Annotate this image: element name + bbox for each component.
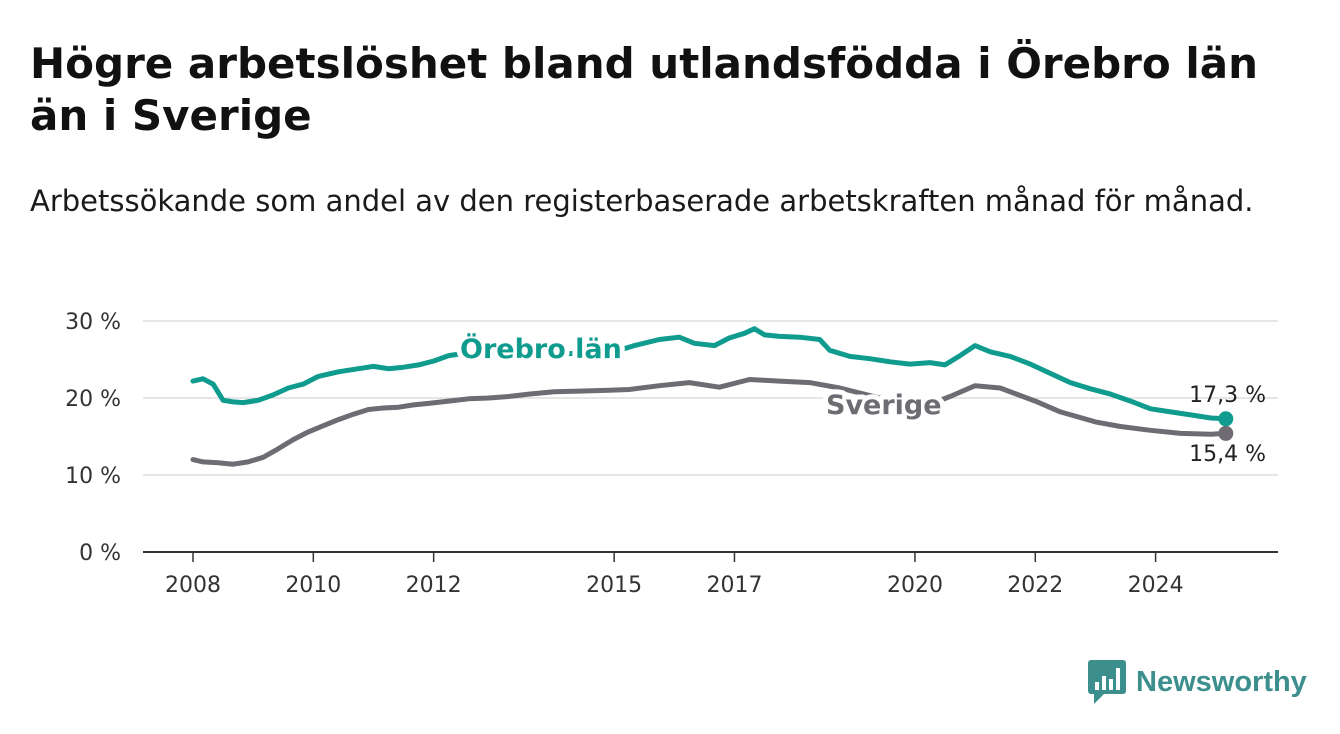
sverige-line bbox=[190, 377, 1229, 467]
x-tick-label: 2024 bbox=[1128, 573, 1184, 598]
bar-chart-logo-icon bbox=[1088, 660, 1126, 704]
y-tick-label: 30 % bbox=[65, 310, 121, 335]
x-tick-label: 2012 bbox=[406, 573, 462, 598]
y-tick-label: 10 % bbox=[65, 464, 121, 489]
chart-title: Högre arbetslöshet bland utlandsfödda i … bbox=[30, 39, 1259, 140]
y-axis-ticks: 0 % 10 % 20 % 30 % bbox=[65, 310, 121, 566]
series-lines bbox=[190, 326, 1234, 467]
orebro-line bbox=[190, 326, 1229, 422]
newsworthy-logo: Newsworthy bbox=[1088, 660, 1307, 704]
orebro-series-label: Örebro län bbox=[460, 332, 622, 365]
sverige-end-point bbox=[1218, 425, 1234, 441]
x-axis-ticks: 2008 2010 2012 2015 2017 2020 2022 2024 bbox=[165, 552, 1184, 598]
sverige-end-label: 15,4 % bbox=[1189, 442, 1266, 467]
x-tick-label: 2017 bbox=[706, 573, 762, 598]
orebro-end-label: 17,3 % bbox=[1189, 383, 1266, 408]
orebro-end-point bbox=[1218, 411, 1234, 427]
x-tick-label: 2022 bbox=[1007, 573, 1063, 598]
x-tick-label: 2008 bbox=[165, 573, 221, 598]
grid-lines bbox=[143, 320, 1278, 553]
series-labels: Örebro län Sverige 17,3 % 15,4 % bbox=[455, 327, 1266, 467]
y-tick-label: 20 % bbox=[65, 387, 121, 412]
chart-subtitle: Arbetssökande som andel av den registerb… bbox=[30, 184, 1254, 218]
y-tick-label: 0 % bbox=[79, 541, 121, 566]
brand-name: Newsworthy bbox=[1136, 665, 1307, 698]
x-tick-label: 2015 bbox=[586, 573, 642, 598]
x-tick-label: 2010 bbox=[285, 573, 341, 598]
x-tick-label: 2020 bbox=[887, 573, 943, 598]
sverige-series-label: Sverige bbox=[826, 390, 942, 421]
